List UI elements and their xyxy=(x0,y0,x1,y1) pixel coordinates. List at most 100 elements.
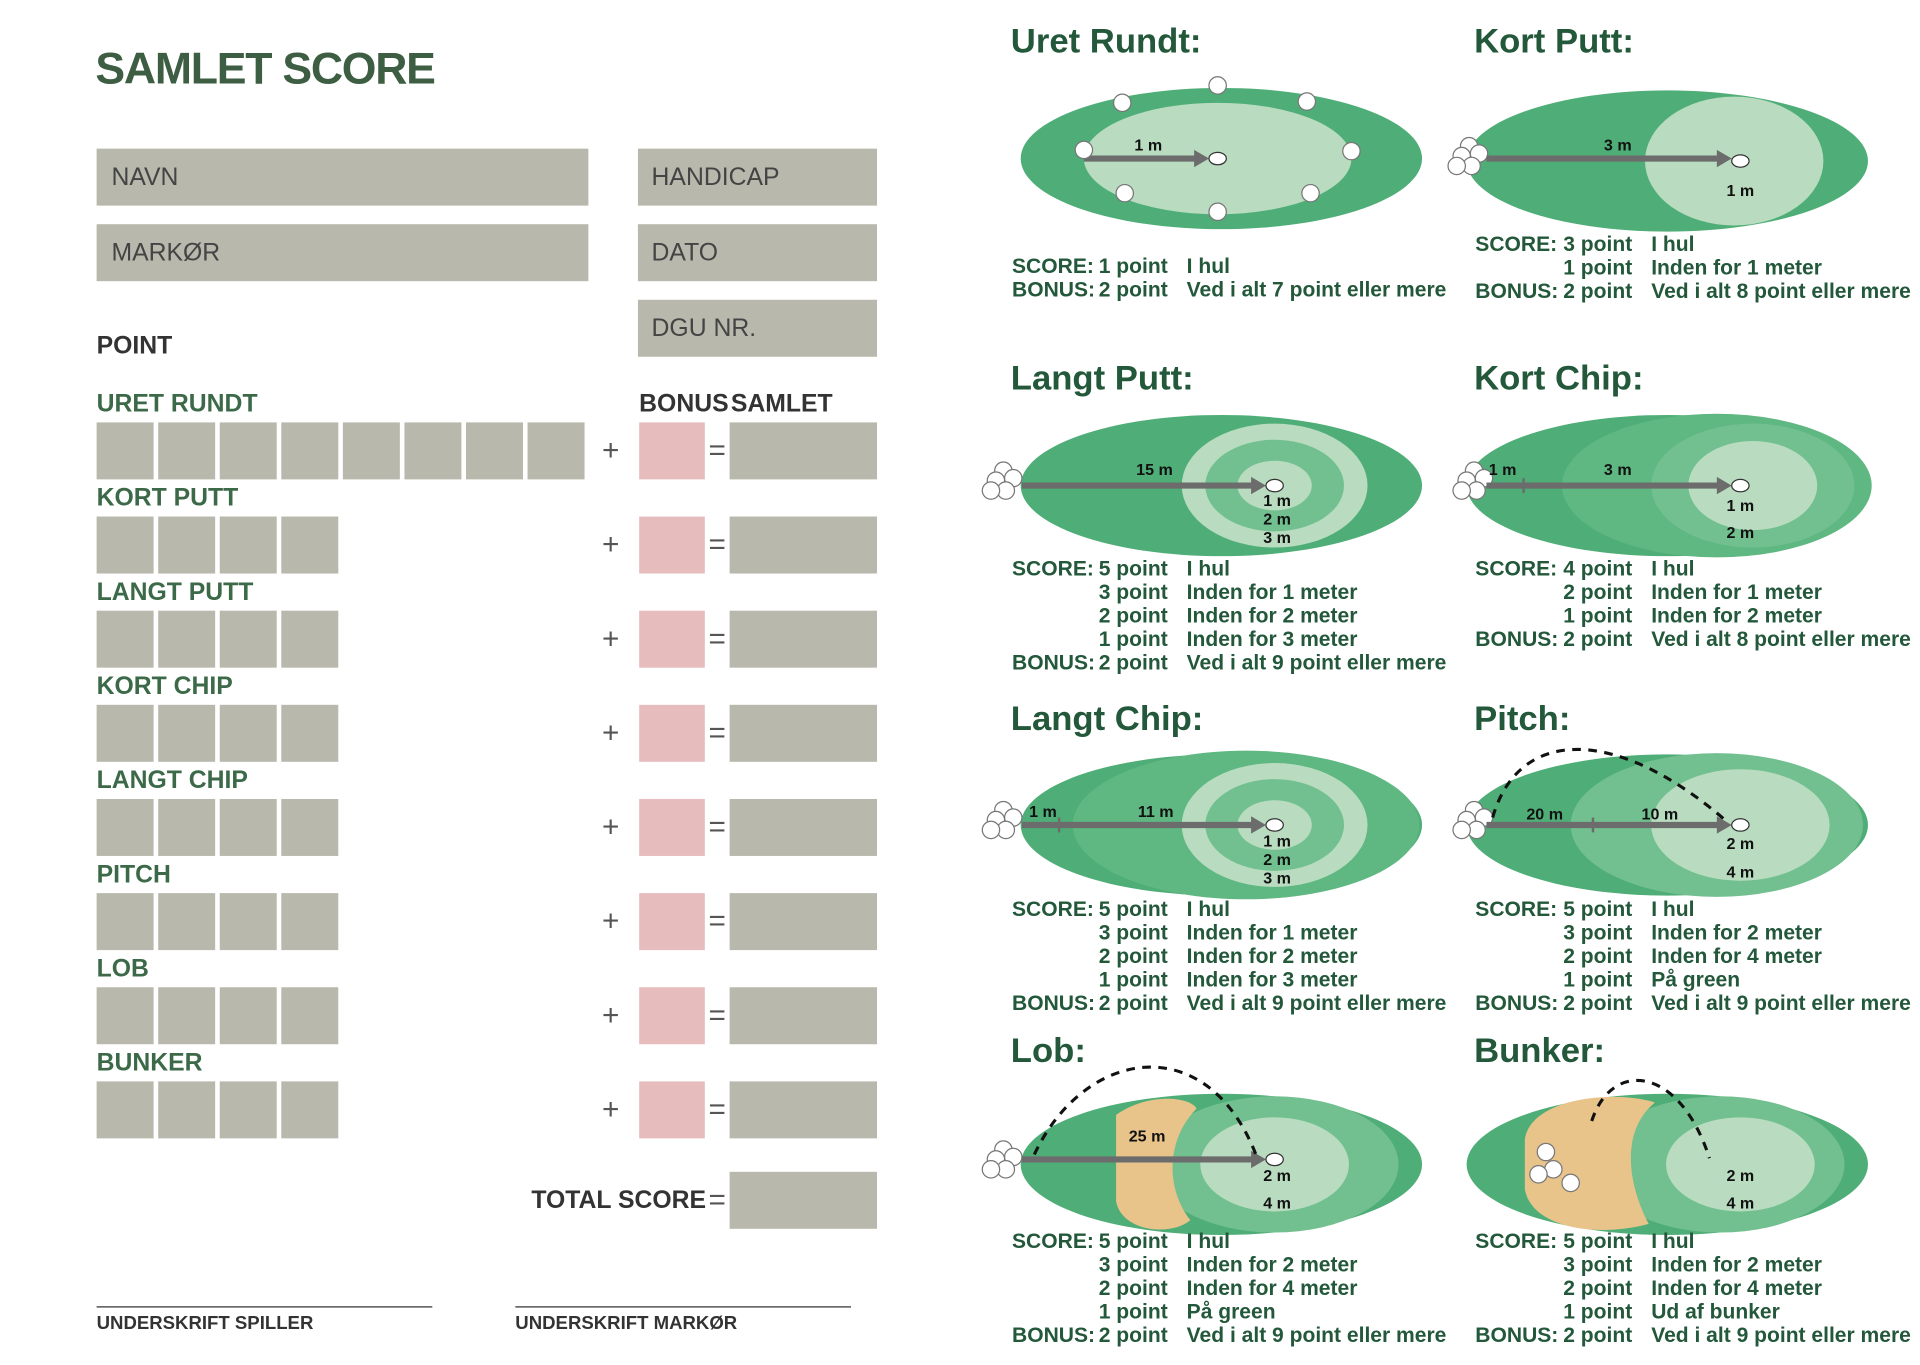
score-description: Inden for 2 meter xyxy=(1187,604,1358,627)
plus-sign: + xyxy=(602,622,619,655)
point-box xyxy=(96,893,154,951)
ball xyxy=(981,820,1001,840)
equals-sign: = xyxy=(709,811,726,844)
plus-sign: + xyxy=(602,811,619,844)
score-description: Inden for 1 meter xyxy=(1651,256,1822,279)
score-label: SCORE: xyxy=(1475,557,1557,580)
score-points: 2 point xyxy=(1563,1277,1632,1300)
field-box xyxy=(637,299,878,357)
score-points: 1 point xyxy=(1563,969,1632,992)
hole xyxy=(1265,818,1284,832)
total-box xyxy=(729,798,878,856)
field-box xyxy=(96,148,589,206)
ball xyxy=(1561,1173,1580,1193)
plus-sign: + xyxy=(602,434,619,467)
distance-label: 20 m xyxy=(1526,805,1563,823)
point-box xyxy=(219,610,277,668)
drill-row-label: KORT CHIP xyxy=(97,673,233,700)
score-description: I hul xyxy=(1187,1230,1230,1253)
ball xyxy=(1452,481,1471,500)
score-description: Inden for 3 meter xyxy=(1187,969,1358,992)
equals-sign: = xyxy=(709,1183,726,1216)
score-label: SCORE: xyxy=(1475,898,1557,921)
point-box xyxy=(96,704,154,762)
score-points: 1 point xyxy=(1099,969,1168,992)
equals-sign: = xyxy=(709,716,726,749)
score-description: Ved i alt 9 point eller mere xyxy=(1651,1324,1911,1347)
score-label: SCORE: xyxy=(1475,233,1557,256)
hole xyxy=(1731,818,1750,832)
drill-row-label: LANGT CHIP xyxy=(97,767,248,794)
score-points: 1 point xyxy=(1563,604,1632,627)
point-box xyxy=(219,704,277,762)
score-description: Inden for 4 meter xyxy=(1651,1277,1822,1300)
equals-sign: = xyxy=(709,528,726,561)
drill-row-label: PITCH xyxy=(97,861,171,888)
point-box xyxy=(158,893,216,951)
score-points: 5 point xyxy=(1099,1230,1168,1253)
score-description: Inden for 2 meter xyxy=(1651,922,1822,945)
column-label: BONUS xyxy=(639,391,728,418)
green-zone xyxy=(1666,1117,1815,1212)
distance-label: 10 m xyxy=(1642,805,1679,823)
scaled-layout: SAMLET SCORE NAVN MARKØR HANDICAP DATO DGU NR… xyxy=(95,23,1911,1348)
score-description: Inden for 1 meter xyxy=(1187,922,1358,945)
score-points: 2 point xyxy=(1099,1277,1168,1300)
distance-label: 3 m xyxy=(1263,529,1291,547)
point-box xyxy=(96,1081,154,1139)
point-box xyxy=(96,798,154,856)
total-box xyxy=(729,893,878,951)
flight-path xyxy=(1032,1065,1259,1159)
distance-label: 2 m xyxy=(1727,1167,1755,1185)
score-description: Inden for 2 meter xyxy=(1651,604,1822,627)
point-box xyxy=(281,798,339,856)
point-box xyxy=(219,893,277,951)
drill-diagram: 1 m xyxy=(1020,76,1423,230)
point-box xyxy=(158,704,216,762)
score-description: Inden for 1 meter xyxy=(1651,581,1822,604)
drill-diagram: 25 m 2 m 4 m xyxy=(981,1065,1423,1235)
section-label: POINT xyxy=(97,332,173,359)
arrow-head xyxy=(1716,476,1732,495)
distance-label: 3 m xyxy=(1604,461,1632,479)
point-box xyxy=(219,1081,277,1139)
score-points: 3 point xyxy=(1099,581,1168,604)
drill-diagram: 20 m 10 m 2 m 4 m xyxy=(1452,747,1868,897)
score-description: På green xyxy=(1651,969,1740,992)
distance-label: 4 m xyxy=(1263,1194,1291,1212)
point-box xyxy=(96,422,154,480)
score-points: 3 point xyxy=(1563,1254,1632,1277)
hole xyxy=(1265,478,1284,493)
score-label: SCORE: xyxy=(1475,1230,1557,1253)
flight-path xyxy=(1590,1078,1711,1159)
page-title: SAMLET SCORE xyxy=(95,45,434,94)
field-label: NAVN xyxy=(111,164,178,191)
green-zone xyxy=(1688,440,1818,531)
score-description: Inden for 4 meter xyxy=(1651,945,1822,968)
point-box xyxy=(219,987,277,1045)
distance-label: 1 m xyxy=(1029,803,1057,821)
score-description: I hul xyxy=(1187,557,1230,580)
drill-title: Bunker: xyxy=(1474,1032,1605,1070)
drill-diagram: 3 m 1 m xyxy=(1447,90,1868,232)
score-points: 3 point xyxy=(1563,233,1632,256)
score-description: Inden for 2 meter xyxy=(1187,1254,1358,1277)
ball xyxy=(1342,141,1361,161)
equals-sign: = xyxy=(709,434,726,467)
point-box xyxy=(158,798,216,856)
distance-label: 25 m xyxy=(1129,1127,1166,1145)
score-description: Inden for 3 meter xyxy=(1187,628,1358,651)
drill-row-label: BUNKER xyxy=(97,1050,203,1077)
point-box xyxy=(466,422,523,480)
distance-label: 1 m xyxy=(1489,461,1517,479)
distance-label: 4 m xyxy=(1727,1194,1755,1212)
score-points: 1 point xyxy=(1099,255,1168,278)
distance-label: 2 m xyxy=(1727,835,1755,853)
score-points: 2 point xyxy=(1099,652,1168,675)
score-points: 2 point xyxy=(1099,279,1168,302)
score-points: 1 point xyxy=(1563,1301,1632,1324)
score-label: BONUS: xyxy=(1012,1324,1095,1347)
point-box xyxy=(404,422,462,480)
signature-label: UNDERSKRIFT MARKØR xyxy=(515,1312,737,1333)
ball xyxy=(1208,202,1227,222)
